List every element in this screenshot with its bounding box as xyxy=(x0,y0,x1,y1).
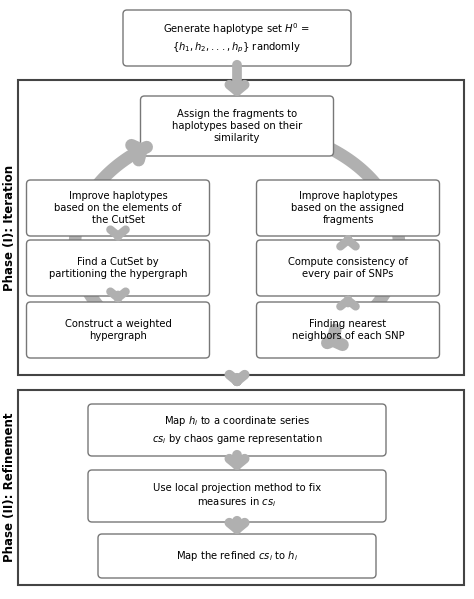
FancyBboxPatch shape xyxy=(98,534,376,578)
Text: Finding nearest
neighbors of each SNP: Finding nearest neighbors of each SNP xyxy=(292,319,404,341)
Text: Assign the fragments to
haplotypes based on their
similarity: Assign the fragments to haplotypes based… xyxy=(172,108,302,143)
FancyBboxPatch shape xyxy=(140,96,334,156)
FancyBboxPatch shape xyxy=(27,302,210,358)
FancyBboxPatch shape xyxy=(256,302,439,358)
Text: Phase (II): Refinement: Phase (II): Refinement xyxy=(3,413,17,562)
Text: Compute consistency of
every pair of SNPs: Compute consistency of every pair of SNP… xyxy=(288,257,408,279)
FancyBboxPatch shape xyxy=(88,404,386,456)
FancyBboxPatch shape xyxy=(123,10,351,66)
Text: Use local projection method to fix
measures in $cs_i$: Use local projection method to fix measu… xyxy=(153,483,321,509)
Text: Map the refined $cs_i$ to $h_i$: Map the refined $cs_i$ to $h_i$ xyxy=(176,549,298,563)
FancyBboxPatch shape xyxy=(256,180,439,236)
Text: Find a CutSet by
partitioning the hypergraph: Find a CutSet by partitioning the hyperg… xyxy=(49,257,187,279)
FancyBboxPatch shape xyxy=(88,470,386,522)
Text: Construct a weighted
hypergraph: Construct a weighted hypergraph xyxy=(64,319,172,341)
FancyBboxPatch shape xyxy=(18,390,464,585)
FancyBboxPatch shape xyxy=(256,240,439,296)
Text: Map $h_i$ to a coordinate series
$cs_i$ by chaos game representation: Map $h_i$ to a coordinate series $cs_i$ … xyxy=(152,415,322,446)
FancyBboxPatch shape xyxy=(27,240,210,296)
Text: Improve haplotypes
based on the assigned
fragments: Improve haplotypes based on the assigned… xyxy=(292,190,404,225)
Text: Generate haplotype set $H^0$ =
{$h_1, h_2, ..., h_p$} randomly: Generate haplotype set $H^0$ = {$h_1, h_… xyxy=(164,22,310,55)
FancyBboxPatch shape xyxy=(18,80,464,375)
Text: Phase (I): Iteration: Phase (I): Iteration xyxy=(3,165,17,291)
FancyBboxPatch shape xyxy=(27,180,210,236)
Text: Improve haplotypes
based on the elements of
the CutSet: Improve haplotypes based on the elements… xyxy=(55,190,182,225)
